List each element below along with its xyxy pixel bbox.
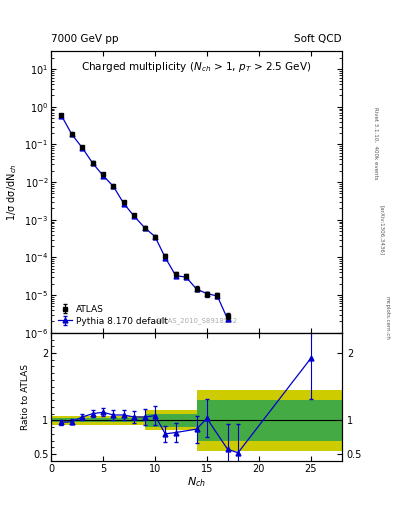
Text: Soft QCD: Soft QCD [294,33,342,44]
X-axis label: $N_{ch}$: $N_{ch}$ [187,475,206,489]
Text: [arXiv:1306.3436]: [arXiv:1306.3436] [379,205,384,255]
Text: Charged multiplicity ($N_{ch}$ > 1, $p_T$ > 2.5 GeV): Charged multiplicity ($N_{ch}$ > 1, $p_T… [81,60,312,74]
Y-axis label: Ratio to ATLAS: Ratio to ATLAS [21,364,30,430]
Text: ATLAS_2010_S8918562: ATLAS_2010_S8918562 [156,317,237,325]
Text: Rivet 3.1.10,  400k events: Rivet 3.1.10, 400k events [373,107,378,180]
Text: mcplots.cern.ch: mcplots.cern.ch [385,295,389,339]
Legend: ATLAS, Pythia 8.170 default: ATLAS, Pythia 8.170 default [55,302,171,328]
Text: 7000 GeV pp: 7000 GeV pp [51,33,119,44]
Y-axis label: 1/σ dσ/dN$_{ch}$: 1/σ dσ/dN$_{ch}$ [5,163,18,221]
